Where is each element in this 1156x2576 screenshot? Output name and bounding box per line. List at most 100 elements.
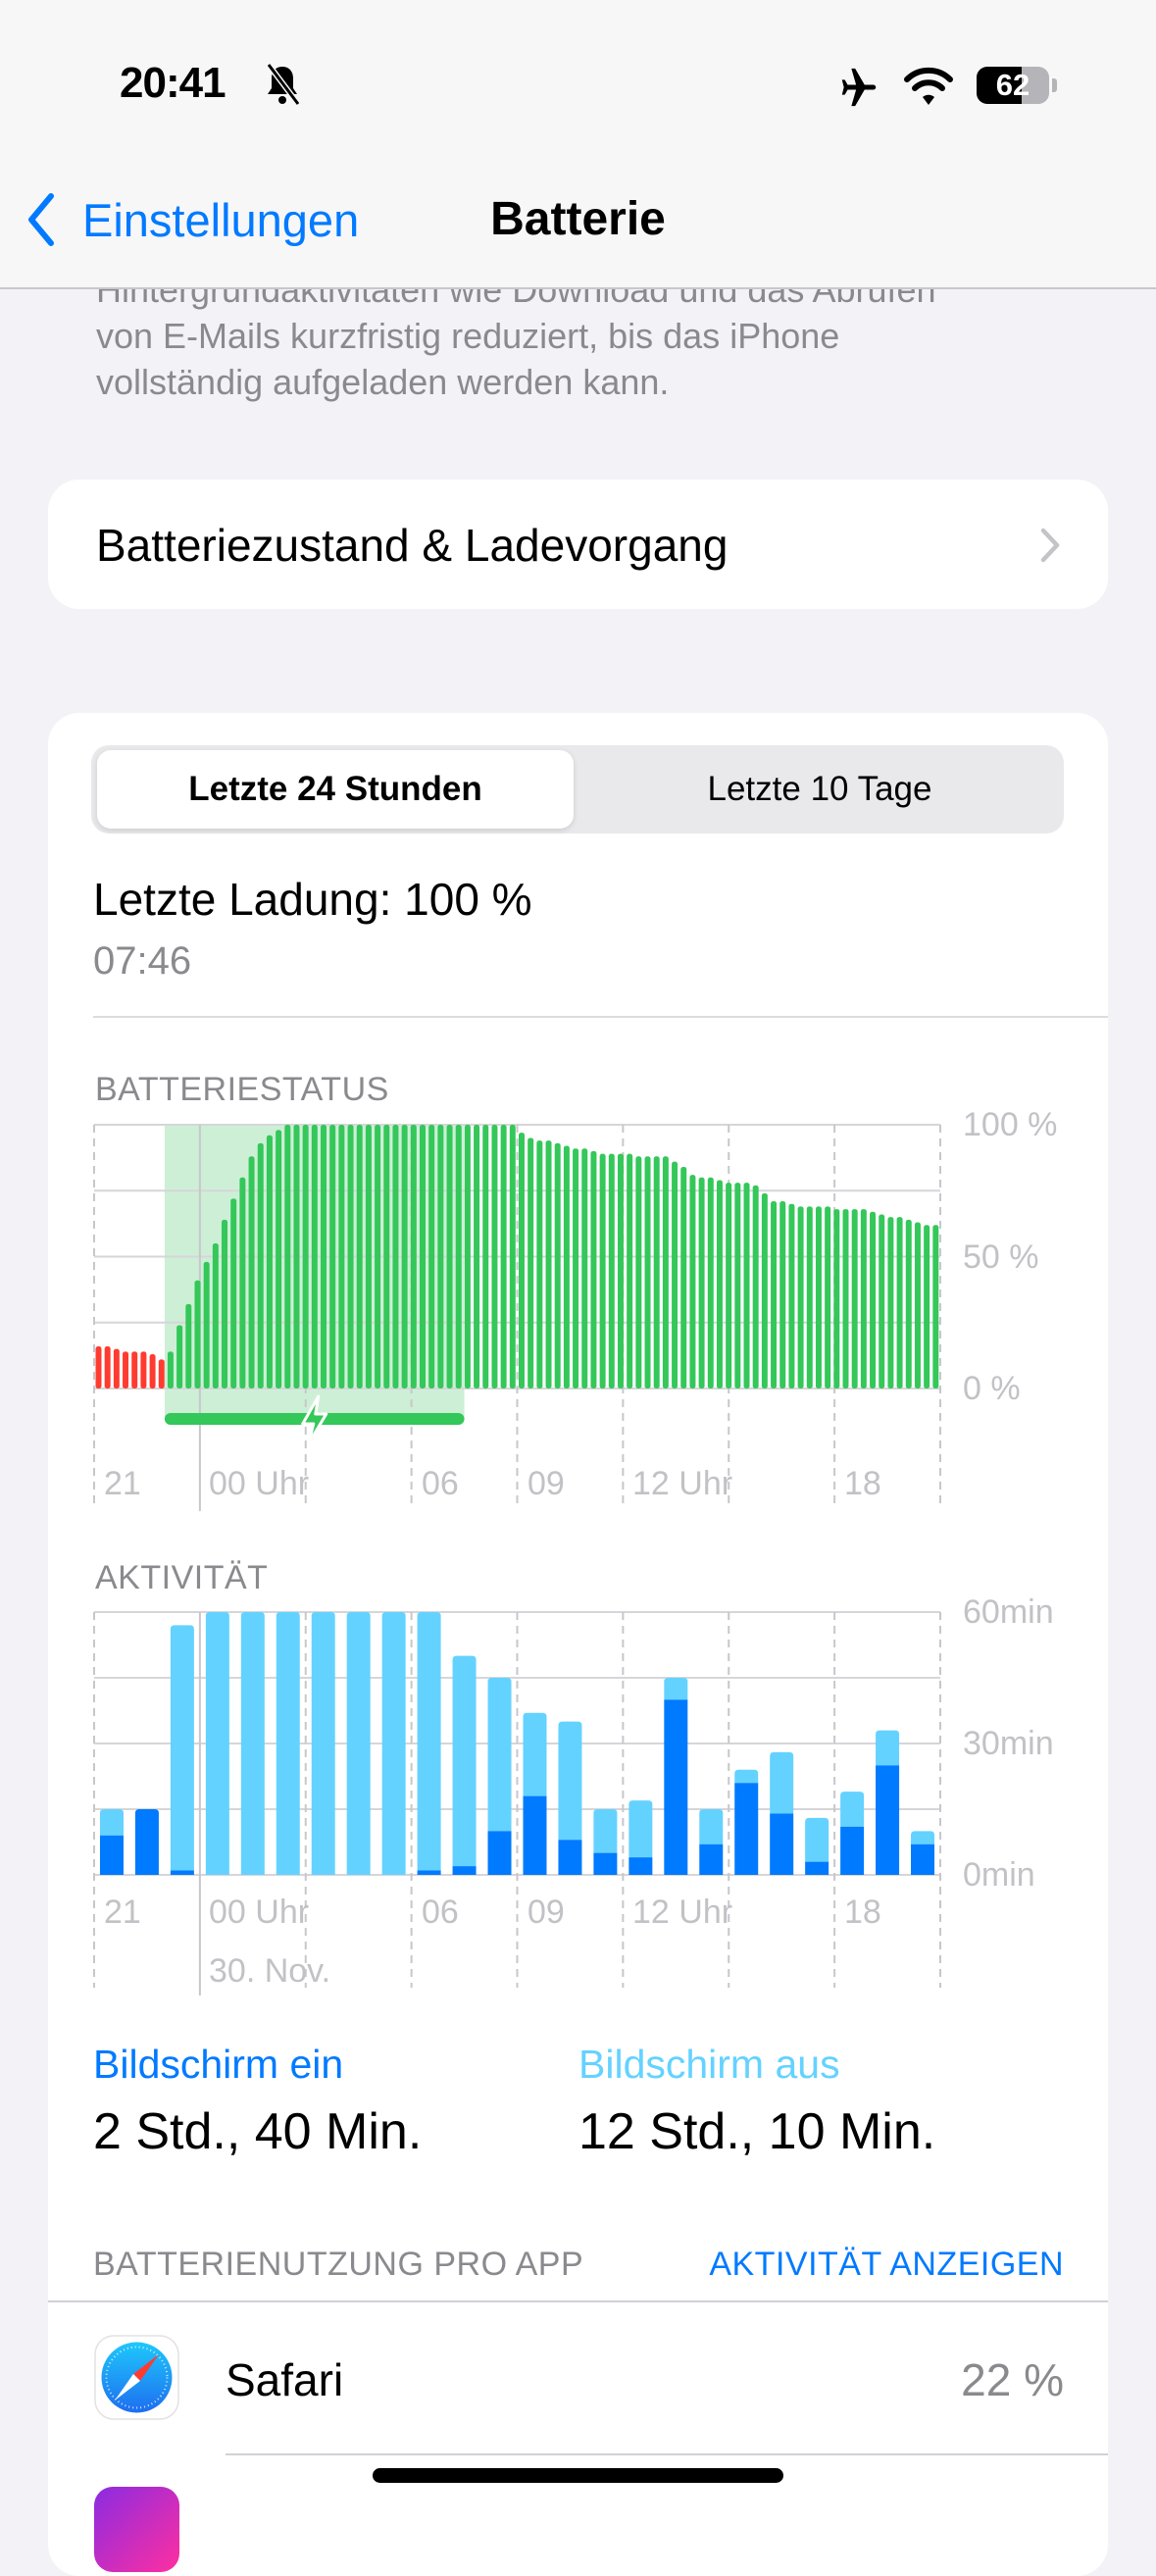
battery-bar bbox=[771, 1201, 778, 1389]
battery-bar bbox=[437, 1125, 444, 1389]
battery-bar bbox=[914, 1222, 921, 1389]
activity-chart-title: AKTIVITÄT bbox=[95, 1559, 269, 1596]
battery-bar bbox=[680, 1167, 687, 1389]
navigation-bar: 20:41 62 Batterie Einstellungen bbox=[0, 0, 1156, 289]
tab-last-24-hours[interactable]: Letzte 24 Stunden bbox=[97, 750, 574, 829]
activity-bar-screen-off bbox=[840, 1792, 865, 1827]
battery-x-tick: 21 bbox=[104, 1465, 141, 1502]
battery-health-label: Batteriezustand & Ladevorgang bbox=[96, 520, 729, 571]
activity-bar-screen-on bbox=[840, 1826, 865, 1875]
battery-bar bbox=[257, 1142, 264, 1389]
description-line: vollständig aufgeladen werden kann. bbox=[96, 362, 670, 402]
battery-bar bbox=[779, 1201, 786, 1389]
battery-bar bbox=[528, 1137, 534, 1389]
battery-bar bbox=[329, 1125, 336, 1389]
tab-last-10-days[interactable]: Letzte 10 Tage bbox=[707, 770, 932, 808]
battery-bar bbox=[293, 1125, 300, 1389]
battery-bar bbox=[464, 1125, 471, 1389]
activity-bar-screen-on bbox=[452, 1866, 477, 1875]
activity-bar-screen-off bbox=[558, 1721, 582, 1841]
activity-y-tick: 60min bbox=[963, 1593, 1054, 1631]
battery-bar bbox=[347, 1125, 354, 1389]
show-activity-button[interactable]: AKTIVITÄT ANZEIGEN bbox=[709, 2246, 1064, 2283]
back-button[interactable]: Einstellungen bbox=[24, 192, 359, 247]
battery-bar bbox=[392, 1125, 399, 1389]
battery-bar bbox=[815, 1206, 822, 1389]
activity-bar-screen-off bbox=[417, 1612, 441, 1871]
battery-bar bbox=[851, 1209, 858, 1389]
activity-x-tick: 06 bbox=[422, 1894, 459, 1931]
battery-bar bbox=[932, 1225, 939, 1389]
activity-x-tick: 21 bbox=[104, 1894, 141, 1931]
activity-bar-screen-off bbox=[876, 1730, 900, 1766]
battery-bar bbox=[653, 1156, 660, 1389]
battery-bar bbox=[842, 1209, 849, 1389]
battery-bar bbox=[131, 1351, 138, 1389]
battery-bar bbox=[140, 1351, 147, 1389]
activity-bar-screen-off bbox=[276, 1612, 300, 1875]
activity-bar-screen-off bbox=[734, 1769, 759, 1784]
battery-bar bbox=[491, 1125, 498, 1389]
battery-cap bbox=[1052, 78, 1057, 92]
divider bbox=[48, 2300, 1108, 2302]
chevron-left-icon bbox=[28, 193, 54, 246]
last-charge-label: Letzte Ladung: 100 % bbox=[93, 874, 532, 925]
battery-bar bbox=[446, 1125, 453, 1389]
battery-bar bbox=[698, 1177, 705, 1389]
activity-bar-screen-on bbox=[699, 1844, 724, 1875]
home-indicator bbox=[373, 2468, 783, 2483]
activity-bar-screen-on bbox=[99, 1835, 124, 1875]
battery-bar bbox=[375, 1125, 381, 1389]
battery-bar bbox=[879, 1214, 885, 1389]
activity-x-tick: 18 bbox=[844, 1894, 881, 1931]
battery-bar bbox=[284, 1125, 291, 1389]
battery-bar bbox=[672, 1161, 679, 1389]
chevron-right-icon bbox=[1040, 528, 1060, 563]
battery-bar bbox=[581, 1148, 588, 1389]
battery-bar bbox=[113, 1348, 120, 1389]
activity-x-tick: 00 Uhr bbox=[209, 1894, 310, 1931]
activity-y-tick: 30min bbox=[963, 1725, 1054, 1762]
activity-bar-screen-off bbox=[99, 1809, 124, 1836]
battery-bar bbox=[123, 1351, 129, 1389]
battery-bar bbox=[788, 1203, 795, 1389]
next-app-icon[interactable] bbox=[94, 2487, 179, 2572]
battery-bar bbox=[590, 1150, 597, 1389]
activity-bar-screen-on bbox=[664, 1699, 688, 1875]
battery-bar bbox=[887, 1217, 894, 1389]
battery-bar bbox=[519, 1133, 525, 1389]
battery-bar bbox=[410, 1125, 417, 1389]
battery-bar bbox=[627, 1153, 633, 1389]
battery-chart-title: BATTERIESTATUS bbox=[95, 1071, 389, 1108]
activity-bar-screen-on bbox=[558, 1840, 582, 1875]
battery-bar bbox=[474, 1125, 480, 1389]
battery-health-row[interactable]: Batteriezustand & Ladevorgang bbox=[48, 480, 1108, 609]
lightning-icon bbox=[301, 1394, 328, 1445]
battery-bar bbox=[167, 1351, 174, 1389]
battery-bar bbox=[302, 1125, 309, 1389]
battery-bar bbox=[194, 1280, 201, 1389]
activity-bar-screen-on bbox=[628, 1857, 653, 1875]
battery-bar bbox=[239, 1177, 246, 1389]
bell-slash-icon bbox=[266, 63, 301, 106]
battery-bar bbox=[806, 1206, 813, 1389]
activity-bar-screen-off bbox=[523, 1712, 547, 1796]
battery-bar bbox=[599, 1153, 606, 1389]
battery-bar bbox=[896, 1217, 903, 1389]
battery-bar bbox=[689, 1175, 696, 1389]
activity-bar-screen-on bbox=[911, 1844, 935, 1875]
activity-bar-screen-on bbox=[770, 1813, 794, 1875]
battery-bar bbox=[104, 1345, 111, 1389]
activity-bar-screen-off bbox=[664, 1678, 688, 1700]
activity-bar-screen-off bbox=[593, 1809, 618, 1853]
activity-bar-screen-off bbox=[311, 1612, 335, 1875]
activity-bar-screen-off bbox=[170, 1625, 194, 1871]
last-charge-time: 07:46 bbox=[93, 939, 192, 983]
charts-canvas bbox=[93, 1124, 941, 1995]
battery-bar bbox=[924, 1225, 930, 1389]
battery-bar bbox=[158, 1359, 165, 1389]
battery-bar bbox=[860, 1209, 867, 1389]
app-row-safari[interactable]: Safari 22 % bbox=[48, 2302, 1108, 2453]
battery-bar bbox=[870, 1211, 877, 1389]
battery-bar bbox=[500, 1125, 507, 1389]
